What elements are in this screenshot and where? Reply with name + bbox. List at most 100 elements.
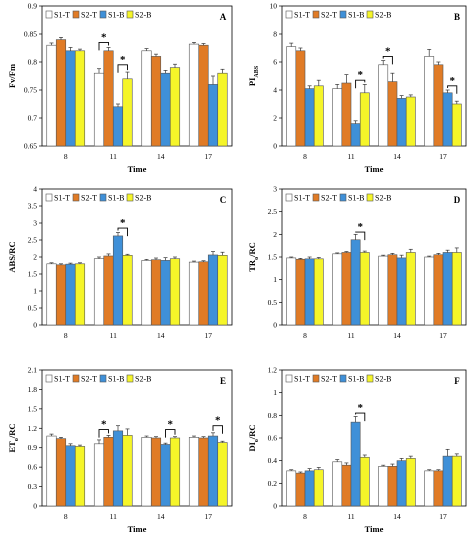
bar	[396, 257, 407, 326]
bar	[112, 235, 124, 326]
bar	[433, 470, 444, 507]
legend-swatch	[285, 193, 293, 202]
legend-swatch	[312, 374, 320, 383]
legend-swatch	[339, 374, 347, 383]
bar	[160, 72, 171, 147]
panel-letter: D	[454, 195, 461, 205]
bar	[188, 437, 200, 507]
significance-bracket	[212, 425, 223, 434]
significance-star: *	[357, 221, 363, 233]
legend-label: S2-T	[321, 11, 337, 20]
x-tick-label: 8	[303, 512, 307, 521]
y-tick-label: 0	[33, 321, 37, 330]
y-tick-label: 1.5	[28, 404, 38, 413]
legend-swatch	[366, 10, 374, 19]
legend-swatch	[72, 10, 80, 19]
significance-bracket	[98, 429, 109, 438]
bar	[150, 259, 162, 326]
bar	[141, 50, 152, 147]
legend-swatch	[285, 374, 293, 383]
bar	[396, 460, 407, 507]
bar	[46, 435, 57, 507]
bar	[341, 252, 352, 326]
bar	[169, 437, 181, 507]
bar	[387, 466, 398, 507]
significance-star: *	[120, 54, 126, 66]
panel-c: 0 0.5 1 1.5 2 2.5 3 3.5 4 8 11 14 17 * S1-T S2-T S1-B S2-…	[7, 185, 233, 340]
x-tick-label: 14	[393, 152, 401, 161]
y-tick-label: 1	[273, 388, 277, 397]
y-tick-label: 0.6	[28, 463, 38, 472]
bar	[304, 470, 315, 507]
y-tick-label: 1.8	[28, 385, 38, 394]
bar	[304, 88, 315, 147]
x-axis-label: Time	[128, 164, 147, 174]
legend-swatch	[45, 374, 53, 383]
y-tick-label: 1	[33, 287, 37, 296]
y-tick-label: 1.2	[28, 424, 38, 433]
bar	[46, 263, 57, 326]
panel-f: 0 0.2 0.4 0.6 0.8 1 1.2 8 11 14 17 * S1-T S2-T S1-B S2-…	[247, 366, 467, 534]
bar	[55, 39, 67, 147]
bar	[304, 258, 315, 326]
bar	[65, 50, 76, 147]
y-axis-label: ABS/RC	[7, 241, 17, 272]
bar	[198, 44, 209, 147]
x-tick-label: 14	[393, 331, 401, 340]
bar	[442, 92, 453, 147]
bar	[122, 78, 133, 147]
x-tick-label: 11	[110, 512, 117, 521]
x-tick-label: 8	[64, 152, 68, 161]
legend: S1-T S2-T S1-B S2-B	[45, 10, 151, 20]
bar	[188, 261, 200, 326]
bar	[207, 254, 219, 326]
y-tick-label: 0.9	[28, 443, 38, 452]
legend-label: S2-T	[321, 375, 337, 384]
y-tick-label: 10	[270, 2, 278, 11]
y-tick-label: 4	[33, 185, 37, 194]
x-tick-label: 14	[157, 152, 165, 161]
y-tick-label: 6	[273, 58, 277, 67]
x-tick-label: 11	[110, 331, 117, 340]
legend: S1-T S2-T S1-B S2-B	[45, 374, 151, 384]
bar	[198, 437, 209, 507]
legend-swatch	[285, 10, 293, 19]
panel-d: 0 0.5 1 1.5 2 2.5 3 8 11 14 17 * S1-T S2-T S1-B S2-B D TR…	[247, 185, 467, 340]
bar	[442, 252, 453, 326]
bar	[378, 466, 389, 507]
panel-letter: F	[454, 376, 460, 386]
x-tick-label: 8	[64, 331, 68, 340]
bar	[313, 85, 324, 147]
panel-e: 0 0.3 0.6 0.9 1.2 1.5 1.8 2.1 8 11 14 17 * * * S1-T S2-T…	[7, 366, 233, 534]
bar	[433, 64, 444, 147]
y-tick-label: 0.2	[268, 479, 278, 488]
bar	[332, 88, 343, 147]
legend-label: S2-T	[81, 375, 97, 384]
bar	[341, 464, 352, 507]
bar	[451, 455, 462, 507]
bar	[341, 82, 352, 147]
bar	[150, 56, 162, 147]
x-tick-label: 17	[439, 512, 447, 521]
bar	[451, 252, 462, 326]
y-tick-label: 2.5	[268, 207, 278, 216]
bar	[286, 470, 297, 507]
legend-label: S1-B	[348, 194, 364, 203]
bar	[112, 430, 124, 507]
y-axis-label: ETo/RC	[7, 424, 20, 453]
y-axis-label: TRo/RC	[247, 242, 260, 271]
legend-label: S1-T	[54, 194, 70, 203]
significance-bracket	[355, 79, 366, 89]
bar	[198, 261, 209, 326]
bar	[286, 46, 297, 147]
bar	[387, 81, 398, 147]
legend-label: S1-B	[108, 11, 124, 20]
panel-letter: B	[454, 12, 460, 22]
x-tick-label: 17	[205, 152, 213, 161]
bar	[295, 472, 306, 507]
bar	[46, 44, 57, 147]
legend: S1-T S2-T S1-B S2-B	[285, 374, 391, 384]
legend-label: S1-T	[294, 11, 310, 20]
bar	[207, 435, 219, 507]
x-tick-label: 17	[205, 331, 213, 340]
